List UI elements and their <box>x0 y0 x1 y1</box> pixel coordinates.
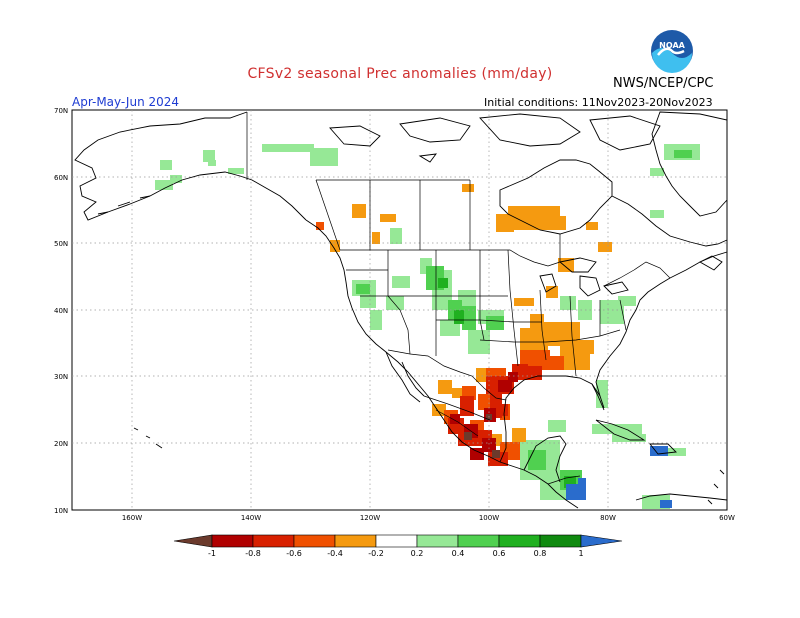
initial-conditions: Initial conditions: 11Nov2023-20Nov2023 <box>484 96 713 109</box>
lon-label-100w: 100W <box>479 514 499 522</box>
lon-label-160w: 160W <box>122 514 142 522</box>
colorbar-swatch-8 <box>498 534 541 548</box>
lat-label-60n: 60N <box>54 174 68 182</box>
colorbar-swatch-4 <box>334 534 377 548</box>
lon-label-80w: 80W <box>600 514 616 522</box>
colorbar-swatch-0 <box>173 534 213 548</box>
colorbar-swatch-5 <box>375 534 418 548</box>
colorbar-swatch-10 <box>580 534 623 548</box>
lon-label-60w: 60W <box>719 514 735 522</box>
colorbar-label: -0.4 <box>327 549 343 558</box>
map-gridlines <box>72 110 727 510</box>
colorbar-label: 0.4 <box>452 549 465 558</box>
lat-label-70n: 70N <box>54 107 68 115</box>
lat-label-10n: 10N <box>54 507 68 515</box>
colorbar-labels: -1 -0.8 -0.6 -0.4 -0.2 0.2 0.4 0.6 0.8 1 <box>208 549 584 558</box>
agency-label: NWS/NCEP/CPC <box>613 76 714 91</box>
anomaly-shading <box>155 144 700 509</box>
colorbar-swatch-3 <box>293 534 336 548</box>
lat-label-30n: 30N <box>54 373 68 381</box>
colorbar-swatch-2 <box>252 534 295 548</box>
lon-label-120w: 120W <box>360 514 380 522</box>
coastlines <box>74 111 728 509</box>
colorbar-swatch-9 <box>539 534 582 548</box>
colorbar-label: -0.6 <box>286 549 302 558</box>
colorbar-label: 0.2 <box>411 549 424 558</box>
colorbar-label: -0.2 <box>368 549 384 558</box>
axis-labels: 70N 60N 50N 40N 30N 20N 10N 160W 140W 12… <box>54 107 735 522</box>
lat-label-40n: 40N <box>54 307 68 315</box>
colorbar-label: 1 <box>578 549 583 558</box>
borders <box>246 112 671 485</box>
colorbar-swatch-6 <box>416 534 459 548</box>
chart-title: CFSv2 seasonal Prec anomalies (mm/day) <box>247 66 553 82</box>
lat-label-50n: 50N <box>54 240 68 248</box>
lon-label-140w: 140W <box>241 514 261 522</box>
lat-label-20n: 20N <box>54 440 68 448</box>
colorbar-legend <box>173 534 623 548</box>
colorbar-swatch-1 <box>211 534 254 548</box>
forecast-period: Apr-May-Jun 2024 <box>72 95 180 109</box>
colorbar-label: -1 <box>208 549 216 558</box>
colorbar-label: 0.8 <box>534 549 547 558</box>
noaa-logo-text: NOAA <box>659 41 685 50</box>
noaa-logo-icon: NOAA <box>651 30 693 73</box>
colorbar-label: -0.8 <box>245 549 261 558</box>
colorbar-label: 0.6 <box>493 549 506 558</box>
colorbar-swatch-7 <box>457 534 500 548</box>
